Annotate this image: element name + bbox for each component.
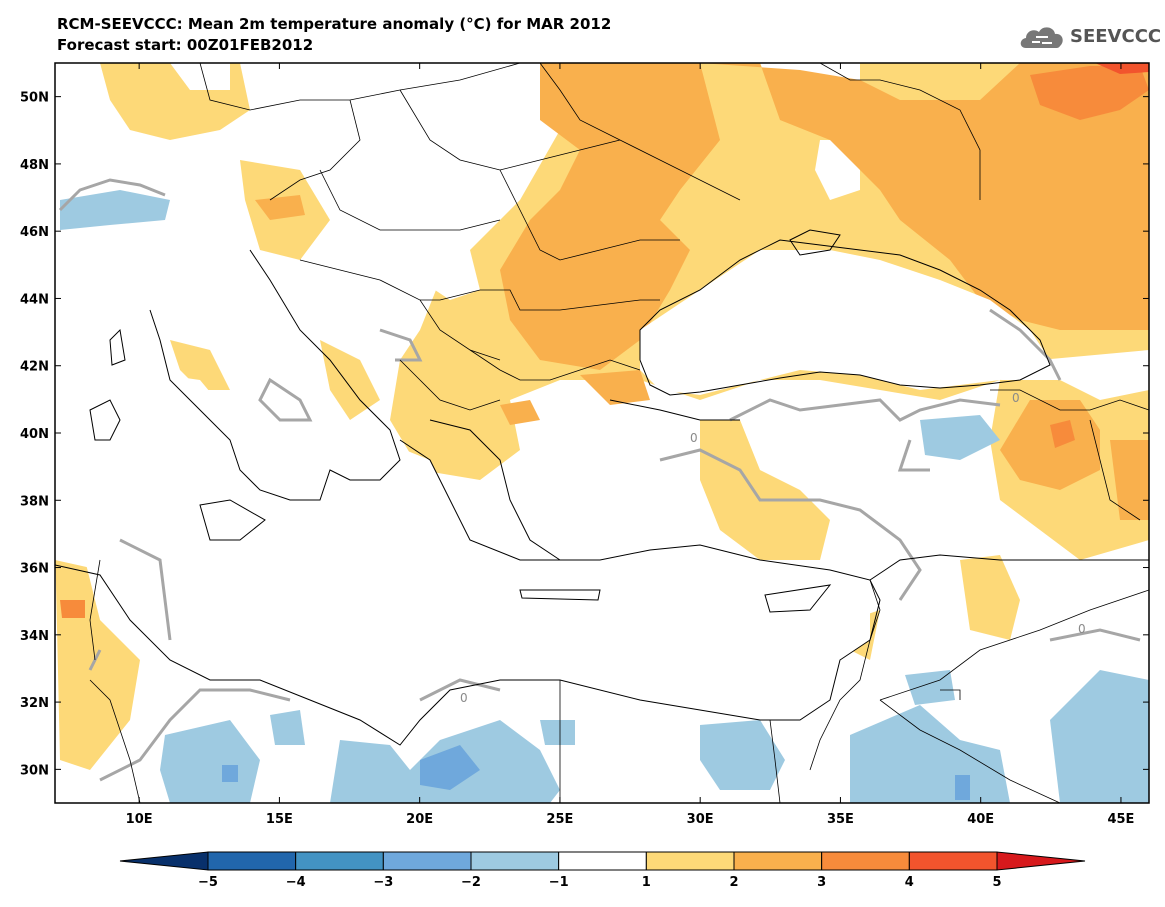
colorbar-segment bbox=[470, 851, 560, 871]
contour-label: 0 bbox=[1078, 622, 1086, 636]
seevccc-logo: SEEVCCC bbox=[1018, 22, 1162, 54]
lon-tick-label: 40E bbox=[967, 812, 994, 827]
colorbar-segment bbox=[295, 851, 384, 871]
colorbar-low-end bbox=[119, 851, 209, 871]
map-axes: 10E 15E 20E 25E 30E 35E 40E 45E 50N 48N 46N 44N 42N 4… bbox=[20, 63, 1149, 827]
lat-tick-label: 36N bbox=[20, 562, 49, 577]
lat-tick-label: 32N bbox=[20, 696, 49, 711]
forecast-start-label: Forecast start: 00Z01FEB2012 bbox=[57, 36, 314, 54]
colorbar-label: −3 bbox=[373, 875, 393, 890]
colorbar-label: −2 bbox=[461, 875, 481, 890]
anomaly-fields bbox=[55, 63, 1149, 803]
colorbar-segment bbox=[733, 851, 823, 871]
cloud-icon bbox=[1020, 27, 1063, 48]
colorbar-segment bbox=[207, 851, 297, 871]
colorbar-segment bbox=[645, 851, 735, 871]
contour-label: 0 bbox=[690, 431, 698, 445]
lat-tick-label: 34N bbox=[20, 629, 49, 644]
colorbar-high-end bbox=[996, 851, 1086, 871]
lat-tick-label: 44N bbox=[20, 292, 49, 307]
sea-mask bbox=[55, 250, 1050, 740]
lat-tick-label: 50N bbox=[20, 91, 49, 106]
lat-tick-label: 48N bbox=[20, 158, 49, 173]
colorbar-label: 5 bbox=[992, 875, 1001, 890]
colorbar: −5 −4 −3 −2 −1 1 2 3 4 5 bbox=[119, 851, 1086, 890]
colorbar-label: 2 bbox=[729, 875, 738, 890]
colorbar-label: −5 bbox=[198, 875, 218, 890]
colorbar-label: 1 bbox=[642, 875, 651, 890]
lon-tick-label: 20E bbox=[406, 812, 433, 827]
anomaly-3-to-4 bbox=[60, 66, 1149, 618]
lat-tick-label: 40N bbox=[20, 427, 49, 442]
anomaly-2-to-3 bbox=[255, 63, 1149, 520]
colorbar-label: 4 bbox=[905, 875, 914, 890]
anomaly-minus-1-to-2 bbox=[60, 190, 1149, 803]
anomaly-minus-2-to-3 bbox=[222, 745, 970, 800]
colorbar-label: −4 bbox=[286, 875, 306, 890]
contour-label: 0 bbox=[460, 691, 468, 705]
chart-title: RCM-SEEVCCC: Mean 2m temperature anomaly… bbox=[57, 15, 612, 33]
contour-label: 0 bbox=[1012, 391, 1020, 405]
lat-tick-label: 38N bbox=[20, 494, 49, 509]
lon-tick-label: 10E bbox=[126, 812, 153, 827]
lat-tick-label: 30N bbox=[20, 763, 49, 778]
zero-contours bbox=[58, 178, 1141, 782]
political-borders bbox=[89, 63, 1149, 803]
lat-tick-label: 46N bbox=[20, 225, 49, 240]
colorbar-segment bbox=[821, 851, 910, 871]
lon-tick-label: 25E bbox=[546, 812, 573, 827]
lon-tick-label: 35E bbox=[827, 812, 854, 827]
anomaly-4-to-5 bbox=[1095, 63, 1149, 74]
lat-tick-label: 42N bbox=[20, 360, 49, 375]
colorbar-label: 3 bbox=[817, 875, 826, 890]
colorbar-segment bbox=[382, 851, 472, 871]
lon-tick-label: 30E bbox=[687, 812, 714, 827]
colorbar-label: −1 bbox=[549, 875, 569, 890]
lon-tick-label: 15E bbox=[266, 812, 293, 827]
lon-tick-label: 45E bbox=[1107, 812, 1134, 827]
colorbar-segment bbox=[558, 851, 647, 871]
logo-text: SEEVCCC bbox=[1070, 26, 1162, 47]
colorbar-segment bbox=[908, 851, 998, 871]
coastlines bbox=[55, 229, 1149, 746]
